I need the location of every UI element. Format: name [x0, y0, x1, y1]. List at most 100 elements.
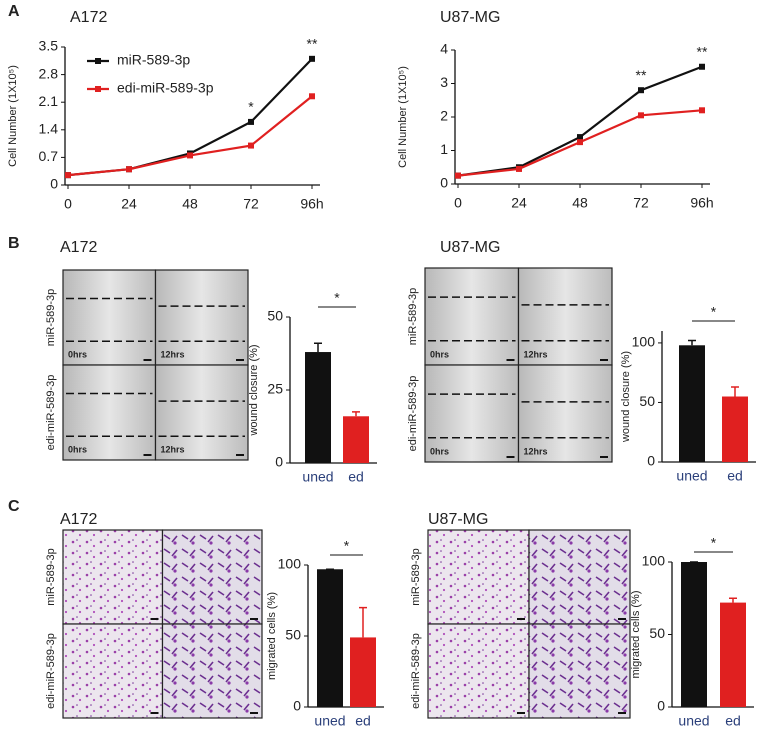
- legend-marker: [95, 86, 101, 92]
- row-label: miR-589-3p: [45, 548, 57, 605]
- y-tick-label: 0: [293, 698, 301, 714]
- x-tick-label: 0: [64, 196, 72, 212]
- significance: *: [711, 304, 717, 320]
- error-bar: [314, 342, 322, 353]
- legend-label: edi-miR-589-3p: [117, 80, 214, 96]
- x-tick-label: 48: [572, 195, 588, 211]
- row-label: edi-miR-589-3p: [410, 633, 422, 709]
- y-tick-label: 0: [647, 453, 655, 469]
- micrograph: [517, 364, 613, 463]
- bar: [720, 602, 746, 707]
- micrograph: [424, 364, 520, 463]
- micrograph: [154, 269, 249, 366]
- y-tick-label: 2.8: [39, 65, 59, 81]
- bar: [681, 562, 707, 707]
- chart-title: U87-MG: [440, 9, 500, 26]
- panel-letter: A: [8, 3, 20, 20]
- chart-title: U87-MG: [428, 511, 488, 528]
- x-tick-label: ed: [348, 469, 364, 485]
- panel-letter: C: [8, 498, 20, 515]
- y-axis-label: Cell Number (1X10⁵): [397, 66, 409, 168]
- time-label: 0hrs: [68, 349, 87, 359]
- y-tick-label: 1.4: [39, 121, 59, 137]
- point: [638, 87, 644, 94]
- panel-letter: B: [8, 235, 20, 252]
- time-label: 0hrs: [68, 444, 87, 454]
- y-tick-label: 50: [285, 627, 301, 643]
- y-tick-label: 50: [639, 393, 655, 409]
- series-line: [457, 65, 703, 177]
- chart-title: A172: [70, 9, 107, 26]
- point: [248, 142, 254, 149]
- bar: [350, 637, 376, 707]
- bar: [305, 352, 331, 463]
- significance: **: [307, 36, 318, 52]
- x-tick-label: uned: [676, 468, 707, 484]
- x-tick-label: ed: [725, 713, 741, 729]
- y-axis-label: Cell Number (1X10⁵): [7, 65, 19, 167]
- y-tick-label: 3: [440, 74, 448, 90]
- bar: [317, 569, 343, 707]
- row-label: miR-589-3p: [407, 288, 419, 345]
- point: [638, 112, 644, 119]
- y-tick-label: 3.5: [39, 38, 59, 54]
- y-axis-label: wound closure (%): [620, 351, 632, 443]
- x-tick-label: 72: [633, 195, 649, 211]
- point: [516, 165, 522, 172]
- x-tick-label: uned: [302, 469, 333, 485]
- error-bar: [352, 411, 360, 417]
- point: [577, 134, 583, 141]
- y-tick-label: 50: [649, 625, 665, 641]
- legend-marker: [95, 58, 101, 64]
- y-tick-label: 25: [267, 381, 283, 397]
- point: [248, 118, 254, 125]
- micrograph: [427, 529, 530, 625]
- micrograph: [427, 623, 530, 719]
- x-tick-label: 0: [454, 195, 462, 211]
- y-tick-label: 100: [642, 553, 666, 569]
- significance: *: [334, 290, 340, 306]
- x-tick-label: 24: [121, 196, 137, 212]
- x-tick-label: 72: [243, 196, 259, 212]
- micrograph: [62, 623, 164, 719]
- row-label: edi-miR-589-3p: [45, 633, 57, 709]
- micrograph: [528, 623, 631, 719]
- row-label: miR-589-3p: [45, 289, 57, 346]
- micrograph: [161, 623, 263, 719]
- significance: *: [248, 99, 254, 115]
- row-label: miR-589-3p: [410, 548, 422, 605]
- micrograph: [528, 529, 631, 625]
- point: [309, 93, 315, 100]
- significance: **: [636, 67, 647, 83]
- y-tick-label: 2.1: [39, 93, 59, 109]
- point: [455, 172, 461, 179]
- point: [65, 172, 71, 179]
- point: [699, 63, 705, 70]
- significance: *: [711, 535, 717, 551]
- bar: [679, 345, 705, 462]
- error-bar: [729, 597, 737, 603]
- y-tick-label: 1: [440, 141, 448, 157]
- point: [126, 166, 132, 173]
- point: [699, 107, 705, 114]
- y-tick-label: 0: [657, 698, 665, 714]
- x-tick-label: ed: [727, 468, 743, 484]
- micrograph: [62, 269, 157, 366]
- x-tick-label: uned: [314, 713, 345, 729]
- time-label: 12hrs: [524, 349, 548, 359]
- point: [187, 152, 193, 159]
- chart-title: A172: [60, 511, 97, 528]
- error-bar: [731, 386, 739, 397]
- row-label: edi-miR-589-3p: [407, 376, 419, 452]
- y-tick-label: 50: [267, 308, 283, 324]
- point: [309, 55, 315, 62]
- micrograph: [154, 364, 249, 461]
- chart-title: A172: [60, 239, 97, 256]
- time-label: 12hrs: [161, 349, 185, 359]
- row-label: edi-miR-589-3p: [45, 375, 57, 451]
- y-tick-label: 2: [440, 108, 448, 124]
- y-tick-label: 0: [440, 175, 448, 191]
- y-tick-label: 100: [632, 334, 656, 350]
- series-line: [67, 95, 313, 177]
